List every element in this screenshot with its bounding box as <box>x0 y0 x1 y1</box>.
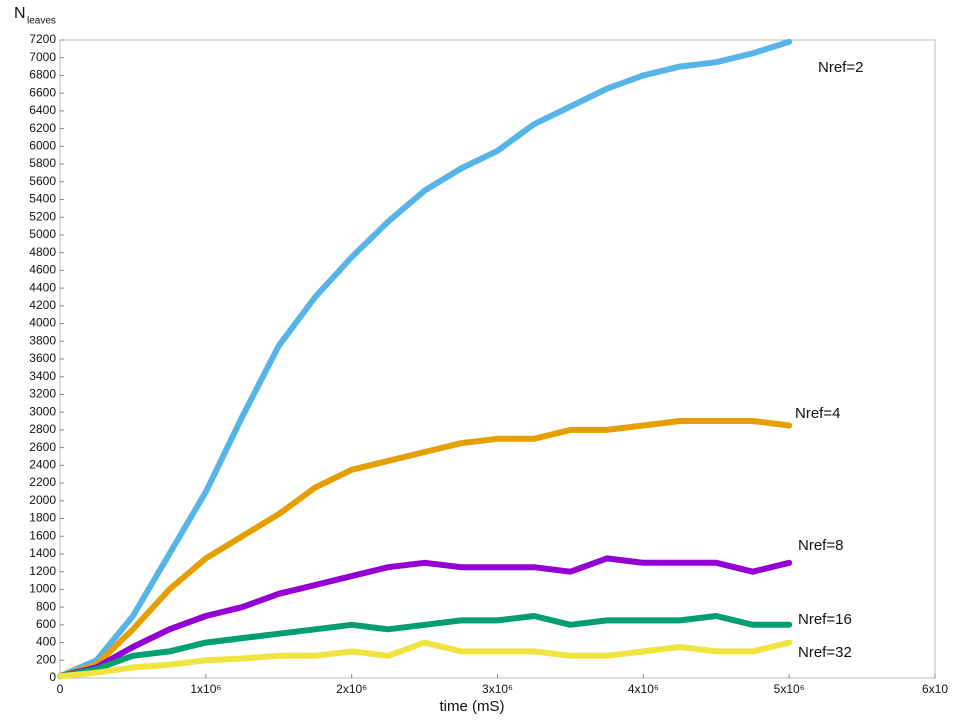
y-tick-label: 2400 <box>29 458 56 472</box>
y-tick-label: 1000 <box>29 582 56 596</box>
series-label: Nref=32 <box>798 644 852 661</box>
y-tick-label: 3000 <box>29 404 56 418</box>
y-tick-label: 6600 <box>29 85 56 99</box>
series-line <box>57 418 793 680</box>
y-tick-label: 4800 <box>29 245 56 259</box>
y-tick-label: 2600 <box>29 440 56 454</box>
y-tick-label: 3400 <box>29 369 56 383</box>
y-tick-label: 2200 <box>29 475 56 489</box>
x-tick-label: 1x10⁶ <box>190 682 221 696</box>
y-tick-label: 6800 <box>29 68 56 82</box>
series-line <box>57 38 793 680</box>
y-tick-label: 800 <box>36 599 56 613</box>
y-tick-label: 4600 <box>29 263 56 277</box>
series-line <box>57 639 793 680</box>
y-axis-label-subscript: leaves <box>27 16 56 27</box>
plot-frame <box>59 39 936 679</box>
y-tick-label: 3800 <box>29 333 56 347</box>
x-tick-label: 4x10⁶ <box>628 682 659 696</box>
y-tick-label: 200 <box>36 652 56 666</box>
y-tick-label: 1400 <box>29 546 56 560</box>
y-tick-label: 400 <box>36 635 56 649</box>
y-tick-label: 2800 <box>29 422 56 436</box>
series-line <box>57 613 793 680</box>
y-tick-label: 5600 <box>29 174 56 188</box>
y-tick-label: 6400 <box>29 103 56 117</box>
x-tick-label: 0 <box>57 682 64 696</box>
y-tick-label: 5000 <box>29 227 56 241</box>
series-label: Nref=2 <box>818 59 863 76</box>
x-tick-label: 2x10⁶ <box>336 682 367 696</box>
y-tick-label: 4200 <box>29 298 56 312</box>
y-tick-label: 5200 <box>29 209 56 223</box>
x-tick-label: 5x10⁶ <box>774 682 805 696</box>
series-line <box>57 555 793 680</box>
series-label: Nref=8 <box>798 537 843 554</box>
y-tick-label: 1600 <box>29 528 56 542</box>
y-tick-label: 600 <box>36 617 56 631</box>
y-tick-label: 7000 <box>29 50 56 64</box>
y-axis-label: N <box>14 5 26 22</box>
y-tick-label: 7200 <box>29 32 56 46</box>
y-tick-label: 6000 <box>29 139 56 153</box>
x-axis-label: time (mS) <box>440 698 505 715</box>
y-tick-label: 5400 <box>29 192 56 206</box>
x-tick-label: 3x10⁶ <box>482 682 513 696</box>
y-tick-label: 4400 <box>29 280 56 294</box>
y-tick-label: 5800 <box>29 156 56 170</box>
y-tick-label: 6200 <box>29 121 56 135</box>
x-tick-label: 6x10 <box>922 682 948 696</box>
y-tick-label: 4000 <box>29 316 56 330</box>
series-label: Nref=16 <box>798 611 852 628</box>
y-tick-label: 1200 <box>29 564 56 578</box>
series-label: Nref=4 <box>795 405 840 422</box>
y-tick-label: 0 <box>49 670 56 684</box>
y-tick-label: 3600 <box>29 351 56 365</box>
y-tick-label: 1800 <box>29 511 56 525</box>
y-tick-label: 3200 <box>29 387 56 401</box>
y-tick-label: 2000 <box>29 493 56 507</box>
